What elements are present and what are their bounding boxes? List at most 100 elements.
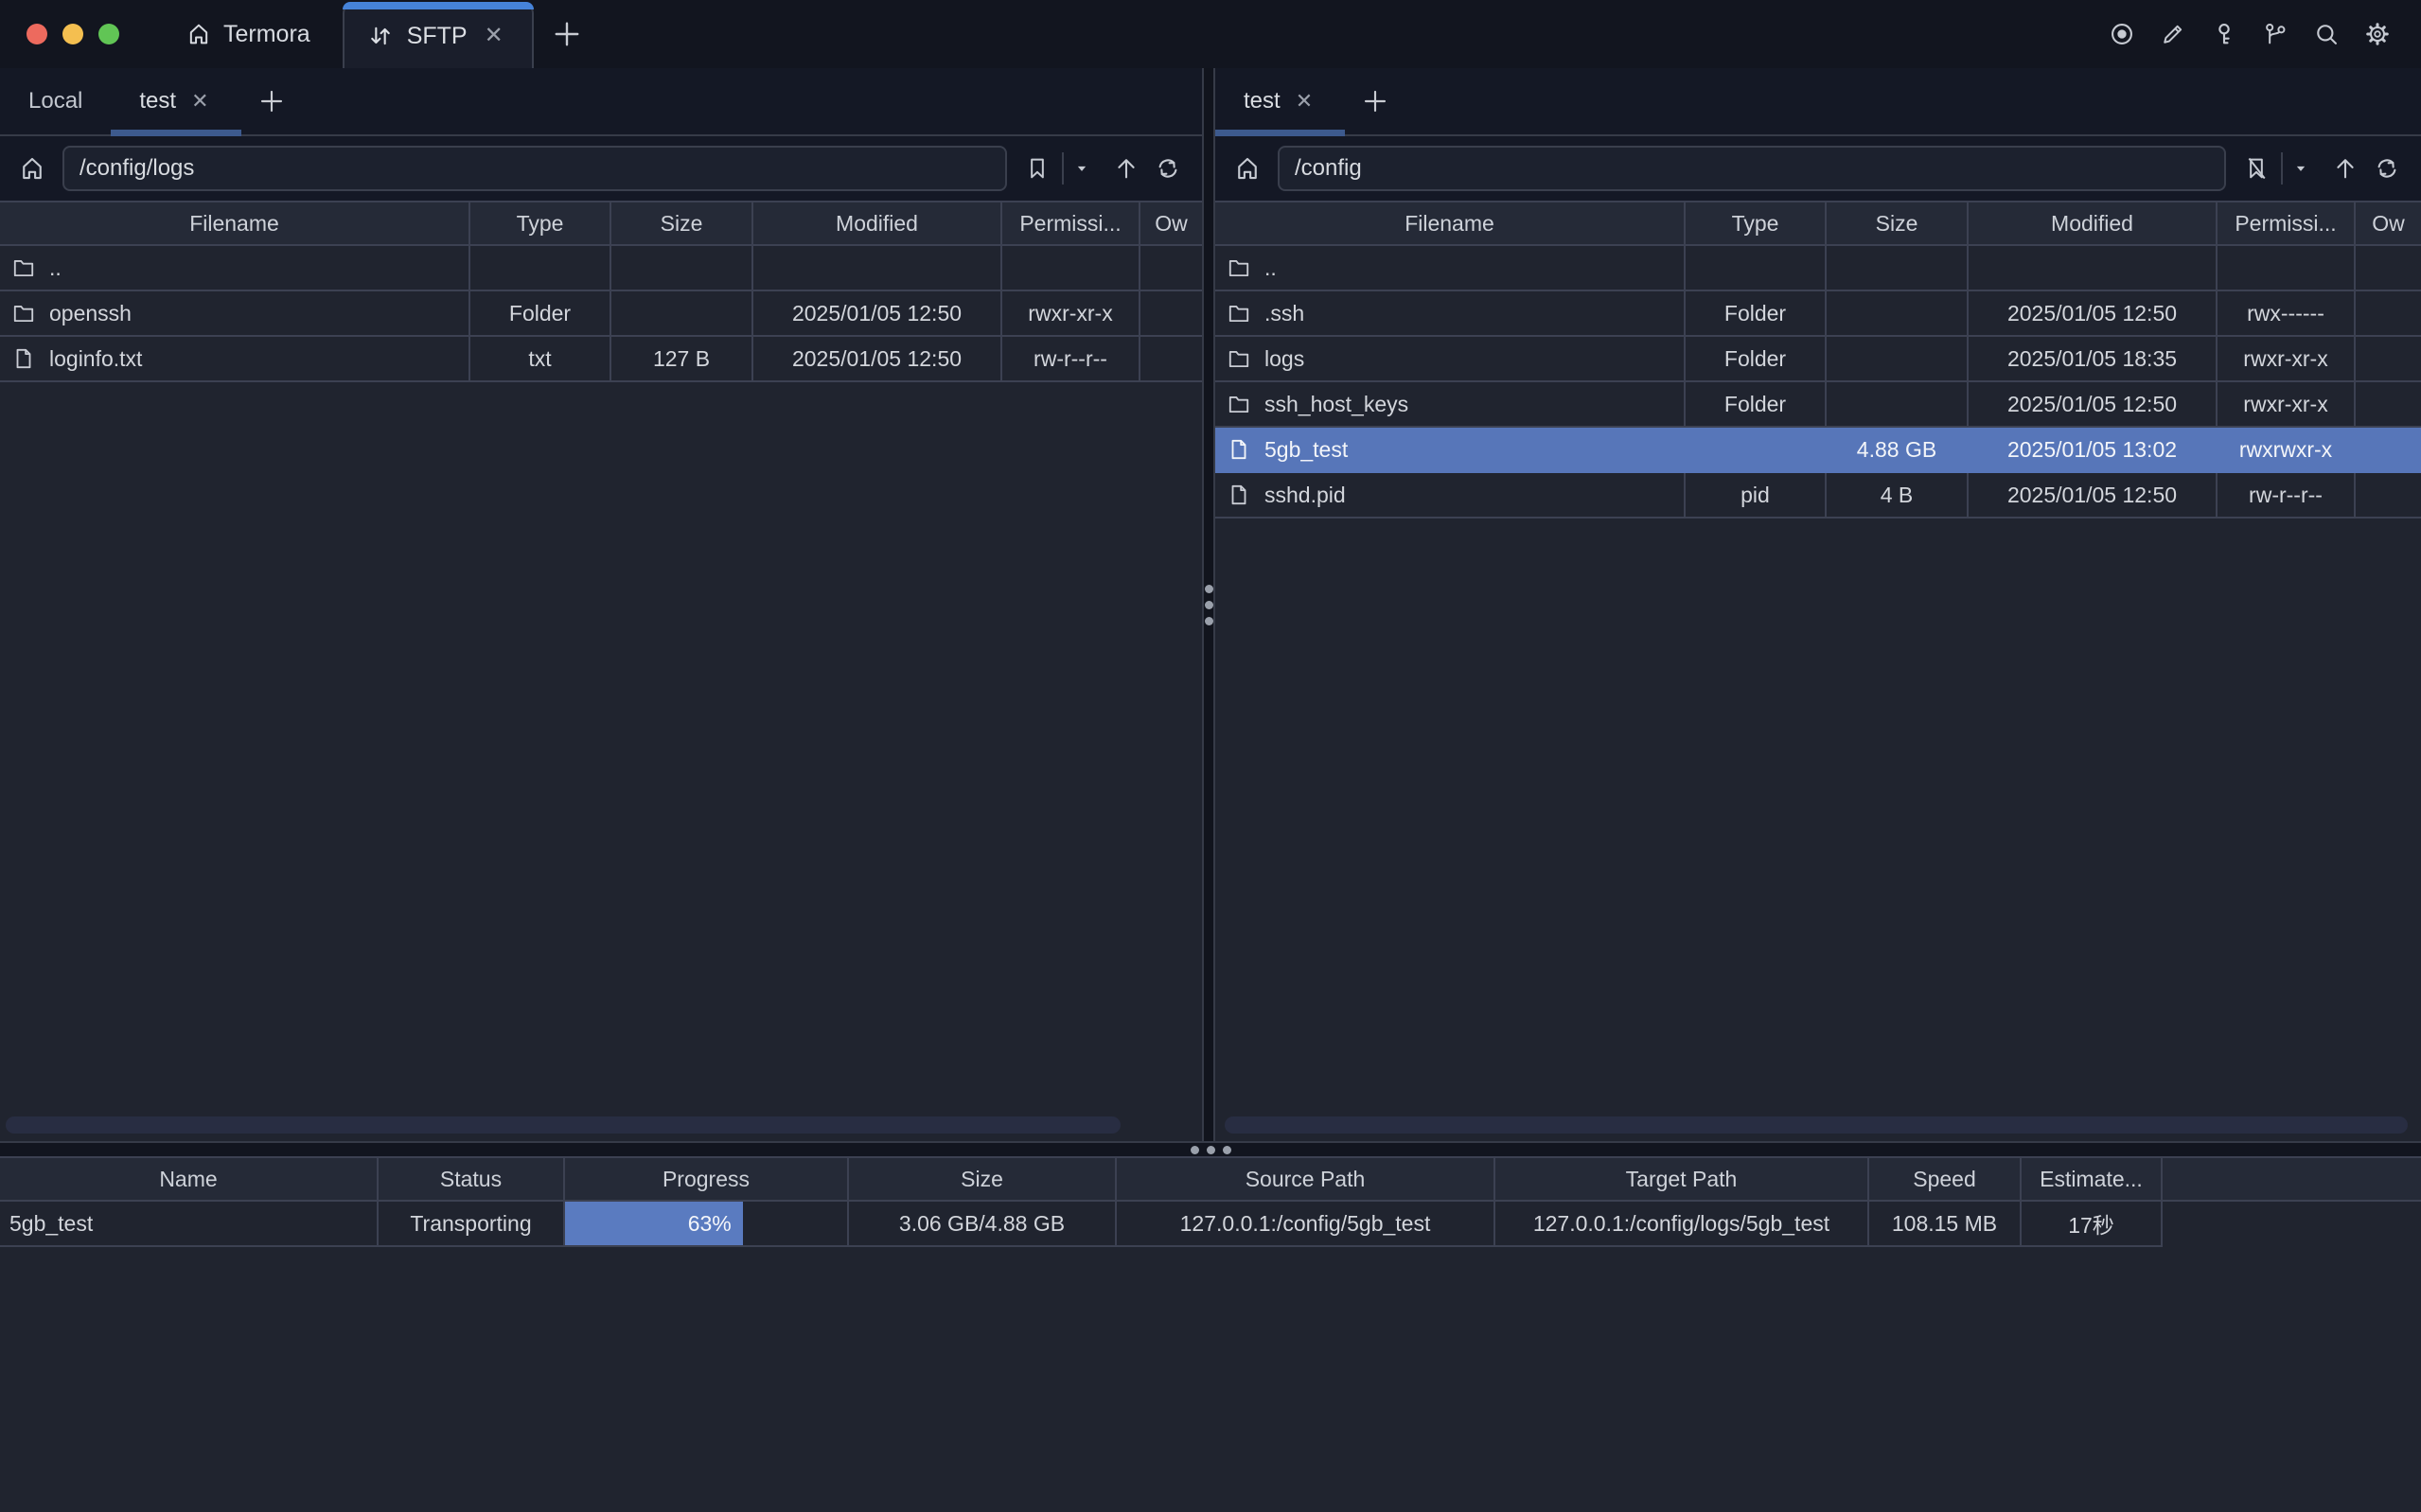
table-row-selected[interactable]: 5gb_test 4.88 GB 2025/01/05 13:02 rwxrwx… bbox=[1215, 428, 2421, 473]
column-header-size[interactable]: Size bbox=[611, 202, 753, 244]
column-header-source-path[interactable]: Source Path bbox=[1117, 1158, 1495, 1200]
column-header-name[interactable]: Name bbox=[0, 1158, 379, 1200]
gear-icon[interactable] bbox=[2357, 13, 2398, 55]
file-type: pid bbox=[1686, 473, 1827, 519]
home-tab[interactable]: Termora bbox=[148, 0, 343, 68]
parent-directory-icon[interactable] bbox=[2324, 148, 2366, 189]
column-header-estimate[interactable]: Estimate... bbox=[2022, 1158, 2163, 1200]
close-window-button[interactable] bbox=[27, 24, 47, 44]
file-name: ssh_host_keys bbox=[1264, 391, 1409, 416]
drag-handle-dot bbox=[1206, 1145, 1215, 1154]
file-owner bbox=[2356, 473, 2421, 519]
right-path-tools bbox=[2235, 148, 2408, 189]
minimize-window-button[interactable] bbox=[62, 24, 83, 44]
tab-local[interactable]: Local bbox=[0, 68, 111, 134]
column-header-size[interactable]: Size bbox=[849, 1158, 1117, 1200]
right-path-input[interactable] bbox=[1278, 146, 2226, 191]
left-path-input[interactable] bbox=[62, 146, 1007, 191]
folder-icon bbox=[1227, 392, 1251, 416]
column-header-modified[interactable]: Modified bbox=[753, 202, 1002, 244]
tab-test-right[interactable]: test ✕ bbox=[1215, 68, 1346, 136]
close-tab-icon[interactable]: ✕ bbox=[1292, 89, 1317, 114]
file-name: 5gb_test bbox=[1264, 436, 1349, 462]
column-header-permissions[interactable]: Permissi... bbox=[2218, 202, 2356, 244]
right-table-header: Filename Type Size Modified Permissi... … bbox=[1215, 201, 2421, 246]
column-header-status[interactable]: Status bbox=[379, 1158, 565, 1200]
file-size bbox=[1827, 246, 1969, 291]
horizontal-scrollbar[interactable] bbox=[1225, 1116, 2408, 1134]
transfer-row[interactable]: 5gb_test Transporting 63% 3.06 GB/4.88 G… bbox=[0, 1202, 2421, 1247]
search-icon[interactable] bbox=[2306, 13, 2347, 55]
home-icon bbox=[186, 21, 212, 47]
column-header-filename[interactable]: Filename bbox=[0, 202, 470, 244]
progress-label: 63% bbox=[687, 1210, 732, 1236]
pencil-icon[interactable] bbox=[2152, 13, 2194, 55]
record-icon[interactable] bbox=[2101, 13, 2143, 55]
left-table-header: Filename Type Size Modified Permissi... … bbox=[0, 201, 1202, 246]
file-name: .. bbox=[1264, 255, 1277, 280]
column-header-modified[interactable]: Modified bbox=[1969, 202, 2218, 244]
tab-sftp[interactable]: SFTP ✕ bbox=[342, 2, 534, 68]
table-row[interactable]: openssh Folder 2025/01/05 12:50 rwxr-xr-… bbox=[0, 291, 1202, 337]
branch-icon[interactable] bbox=[2254, 13, 2296, 55]
titlebar-actions bbox=[2101, 0, 2421, 68]
file-type: Folder bbox=[1686, 337, 1827, 382]
home-icon[interactable] bbox=[11, 148, 53, 189]
file-size: 4 B bbox=[1827, 473, 1969, 519]
bookmark-slash-icon[interactable] bbox=[2235, 148, 2277, 189]
file-size bbox=[1827, 382, 1969, 428]
horizontal-scrollbar[interactable] bbox=[6, 1116, 1121, 1134]
column-header-owner[interactable]: Ow bbox=[2372, 210, 2405, 236]
add-panel-tab-button[interactable] bbox=[241, 68, 302, 134]
close-tab-icon[interactable]: ✕ bbox=[481, 23, 507, 49]
file-modified: 2025/01/05 13:02 bbox=[2006, 436, 2178, 462]
column-header-size[interactable]: Size bbox=[1827, 202, 1969, 244]
column-header-owner[interactable]: Ow bbox=[1155, 210, 1188, 236]
parent-directory-icon[interactable] bbox=[1105, 148, 1147, 189]
new-terminal-tab-button[interactable] bbox=[534, 0, 600, 68]
column-header-filename[interactable]: Filename bbox=[1215, 202, 1686, 244]
column-header-permissions[interactable]: Permissi... bbox=[1002, 202, 1140, 244]
column-header-target-path[interactable]: Target Path bbox=[1495, 1158, 1869, 1200]
file-type: Folder bbox=[470, 291, 611, 337]
transfer-name: 5gb_test bbox=[0, 1202, 379, 1247]
file-permissions: rw-r--r-- bbox=[2218, 473, 2356, 519]
zoom-window-button[interactable] bbox=[98, 24, 119, 44]
close-tab-icon[interactable]: ✕ bbox=[187, 89, 212, 114]
column-header-type[interactable]: Type bbox=[470, 202, 611, 244]
column-header-progress[interactable]: Progress bbox=[565, 1158, 849, 1200]
panel-splitter[interactable] bbox=[1202, 68, 1215, 1141]
table-row[interactable]: .ssh Folder 2025/01/05 12:50 rwx------ bbox=[1215, 291, 2421, 337]
transfers-splitter[interactable] bbox=[0, 1141, 2421, 1156]
table-row[interactable]: loginfo.txt txt 127 B 2025/01/05 12:50 r… bbox=[0, 337, 1202, 382]
separator bbox=[1062, 152, 1064, 185]
file-icon bbox=[11, 346, 36, 371]
refresh-icon[interactable] bbox=[2366, 148, 2408, 189]
table-row[interactable]: .. bbox=[1215, 246, 2421, 291]
add-panel-tab-button[interactable] bbox=[1345, 68, 1405, 134]
file-size bbox=[1827, 337, 1969, 382]
chevron-down-icon[interactable] bbox=[1068, 148, 1096, 189]
file-type bbox=[1686, 428, 1827, 473]
key-icon[interactable] bbox=[2203, 13, 2245, 55]
column-header-type[interactable]: Type bbox=[1686, 202, 1827, 244]
table-row[interactable]: logs Folder 2025/01/05 18:35 rwxr-xr-x bbox=[1215, 337, 2421, 382]
file-owner bbox=[2356, 337, 2421, 382]
table-row[interactable]: ssh_host_keys Folder 2025/01/05 12:50 rw… bbox=[1215, 382, 2421, 428]
file-name: .. bbox=[49, 255, 62, 280]
transfers-header: Name Status Progress Size Source Path Ta… bbox=[0, 1158, 2421, 1202]
left-panel-tabs: Local test ✕ bbox=[0, 68, 1202, 136]
tab-test-left[interactable]: test ✕ bbox=[111, 68, 241, 136]
transfer-speed: 108.15 MB bbox=[1869, 1202, 2022, 1247]
column-header-speed[interactable]: Speed bbox=[1869, 1158, 2022, 1200]
bookmark-icon[interactable] bbox=[1016, 148, 1058, 189]
file-permissions: rwxrwxr-x bbox=[2238, 436, 2333, 462]
file-size bbox=[1827, 291, 1969, 337]
transfer-estimate: 17秒 bbox=[2022, 1202, 2163, 1247]
refresh-icon[interactable] bbox=[1147, 148, 1189, 189]
table-row[interactable]: sshd.pid pid 4 B 2025/01/05 12:50 rw-r--… bbox=[1215, 473, 2421, 519]
home-icon[interactable] bbox=[1227, 148, 1268, 189]
table-row[interactable]: .. bbox=[0, 246, 1202, 291]
file-type bbox=[470, 246, 611, 291]
chevron-down-icon[interactable] bbox=[2287, 148, 2315, 189]
